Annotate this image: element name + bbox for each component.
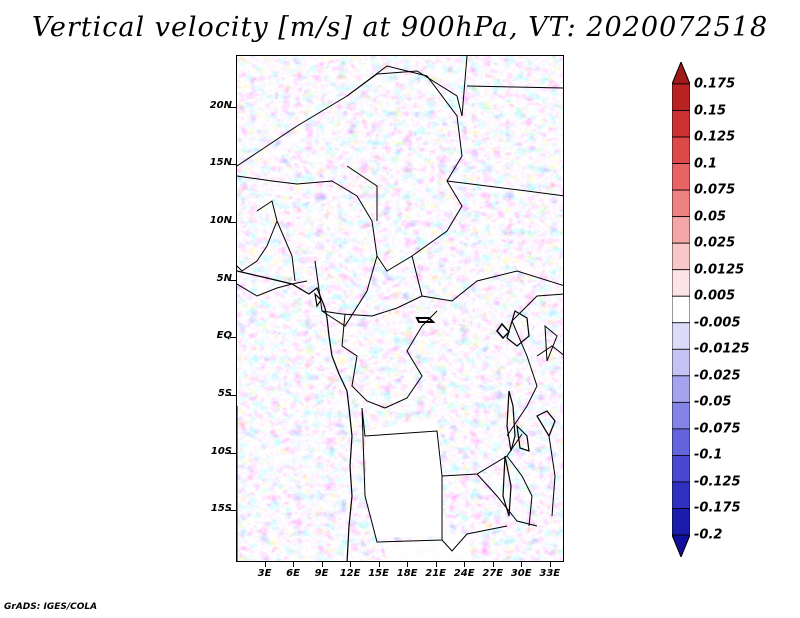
lon-label: 6E [286, 568, 300, 579]
lon-label: 30E [510, 568, 532, 579]
lon-tick [321, 562, 323, 567]
colorbar-label: 0.15 [694, 103, 727, 119]
lon-label: 33E [539, 568, 561, 579]
colorbar-box [672, 269, 690, 297]
colorbar-label: 0.075 [694, 182, 736, 198]
coastlines [237, 270, 556, 561]
colorbar-label: 0.125 [694, 129, 736, 145]
colorbar-label: -0.1 [694, 447, 723, 463]
colorbar-label: -0.025 [694, 368, 741, 384]
lat-tick [230, 510, 236, 512]
lon-label: 18E [396, 568, 418, 579]
colorbar-box [672, 216, 690, 244]
colorbar-box [672, 110, 690, 138]
lat-label: EQ [216, 330, 232, 342]
lon-tick [492, 562, 494, 567]
colorbar-label: -0.175 [694, 500, 741, 516]
lat-tick [230, 452, 236, 454]
lat-tick [230, 106, 236, 108]
lon-tick [549, 562, 551, 567]
lon-label: 9E [314, 568, 329, 579]
lat-label: 10S [210, 445, 232, 457]
lat-label: 15S [210, 503, 232, 515]
colorbar [672, 62, 690, 557]
lat-tick [230, 279, 236, 281]
lon-tick [293, 562, 295, 567]
colorbar-label: 0.0125 [694, 262, 745, 278]
colorbar-label: -0.0125 [694, 341, 750, 357]
lon-label: 15E [368, 568, 389, 579]
calm-region-2 [383, 534, 473, 561]
colorbar-label: -0.075 [694, 421, 741, 437]
lat-label: 20N [209, 99, 232, 111]
colorbar-label: -0.005 [694, 315, 741, 331]
credit-text: GrADS: IGES/COLA [4, 602, 98, 612]
lon-tick [435, 562, 437, 567]
colorbar-label: -0.05 [694, 394, 732, 410]
colorbar-box [672, 163, 690, 191]
lat-label: 10N [209, 215, 232, 227]
colorbar-box [672, 401, 690, 430]
colorbar-label: 0.025 [694, 235, 736, 251]
lon-tick [350, 562, 352, 567]
country-borders [237, 56, 563, 561]
colorbar-box [672, 348, 690, 377]
lat-tick [230, 222, 236, 224]
lon-label: 12E [339, 568, 361, 579]
lon-tick [407, 562, 409, 567]
colorbar-box [672, 83, 690, 111]
colorbar-box [672, 322, 690, 350]
lat-label: 15N [209, 157, 232, 169]
colorbar-box [672, 189, 690, 218]
colorbar-top-triangle [672, 62, 690, 85]
lat-tick [230, 394, 236, 396]
lon-label: 24E [453, 568, 475, 579]
colorbar-label: 0.005 [694, 288, 736, 304]
lon-label: 3E [257, 568, 272, 579]
colorbar-box [672, 428, 690, 456]
colorbar-box [672, 375, 690, 403]
lon-label: 27E [482, 568, 504, 579]
lon-tick [378, 562, 380, 567]
lon-tick [264, 562, 266, 567]
colorbar-box [672, 455, 690, 483]
lon-tick [521, 562, 523, 567]
colorbar-box [672, 242, 690, 271]
colorbar-label: 0.05 [694, 209, 727, 225]
colorbar-label: -0.2 [694, 527, 723, 543]
map-panel [236, 55, 564, 562]
calm-region [365, 418, 443, 538]
colorbar-box [672, 481, 690, 509]
colorbar-label: 0.175 [694, 76, 736, 92]
chart-title: Vertical velocity [m/s] at 900hPa, VT: 2… [31, 12, 769, 43]
lat-tick [230, 164, 236, 166]
lat-label: 5S [217, 387, 232, 399]
colorbar-box [672, 295, 690, 324]
colorbar-box [672, 508, 690, 536]
colorbar-label: -0.125 [694, 474, 741, 490]
colorbar-label: 0.1 [694, 156, 718, 172]
lat-tick [230, 337, 236, 339]
colorbar-box [672, 136, 690, 164]
lat-label: 5N [216, 272, 232, 284]
lon-label: 21E [425, 568, 447, 579]
colorbar-bottom-triangle [672, 534, 690, 557]
map-field [237, 56, 563, 561]
lon-tick [464, 562, 466, 567]
